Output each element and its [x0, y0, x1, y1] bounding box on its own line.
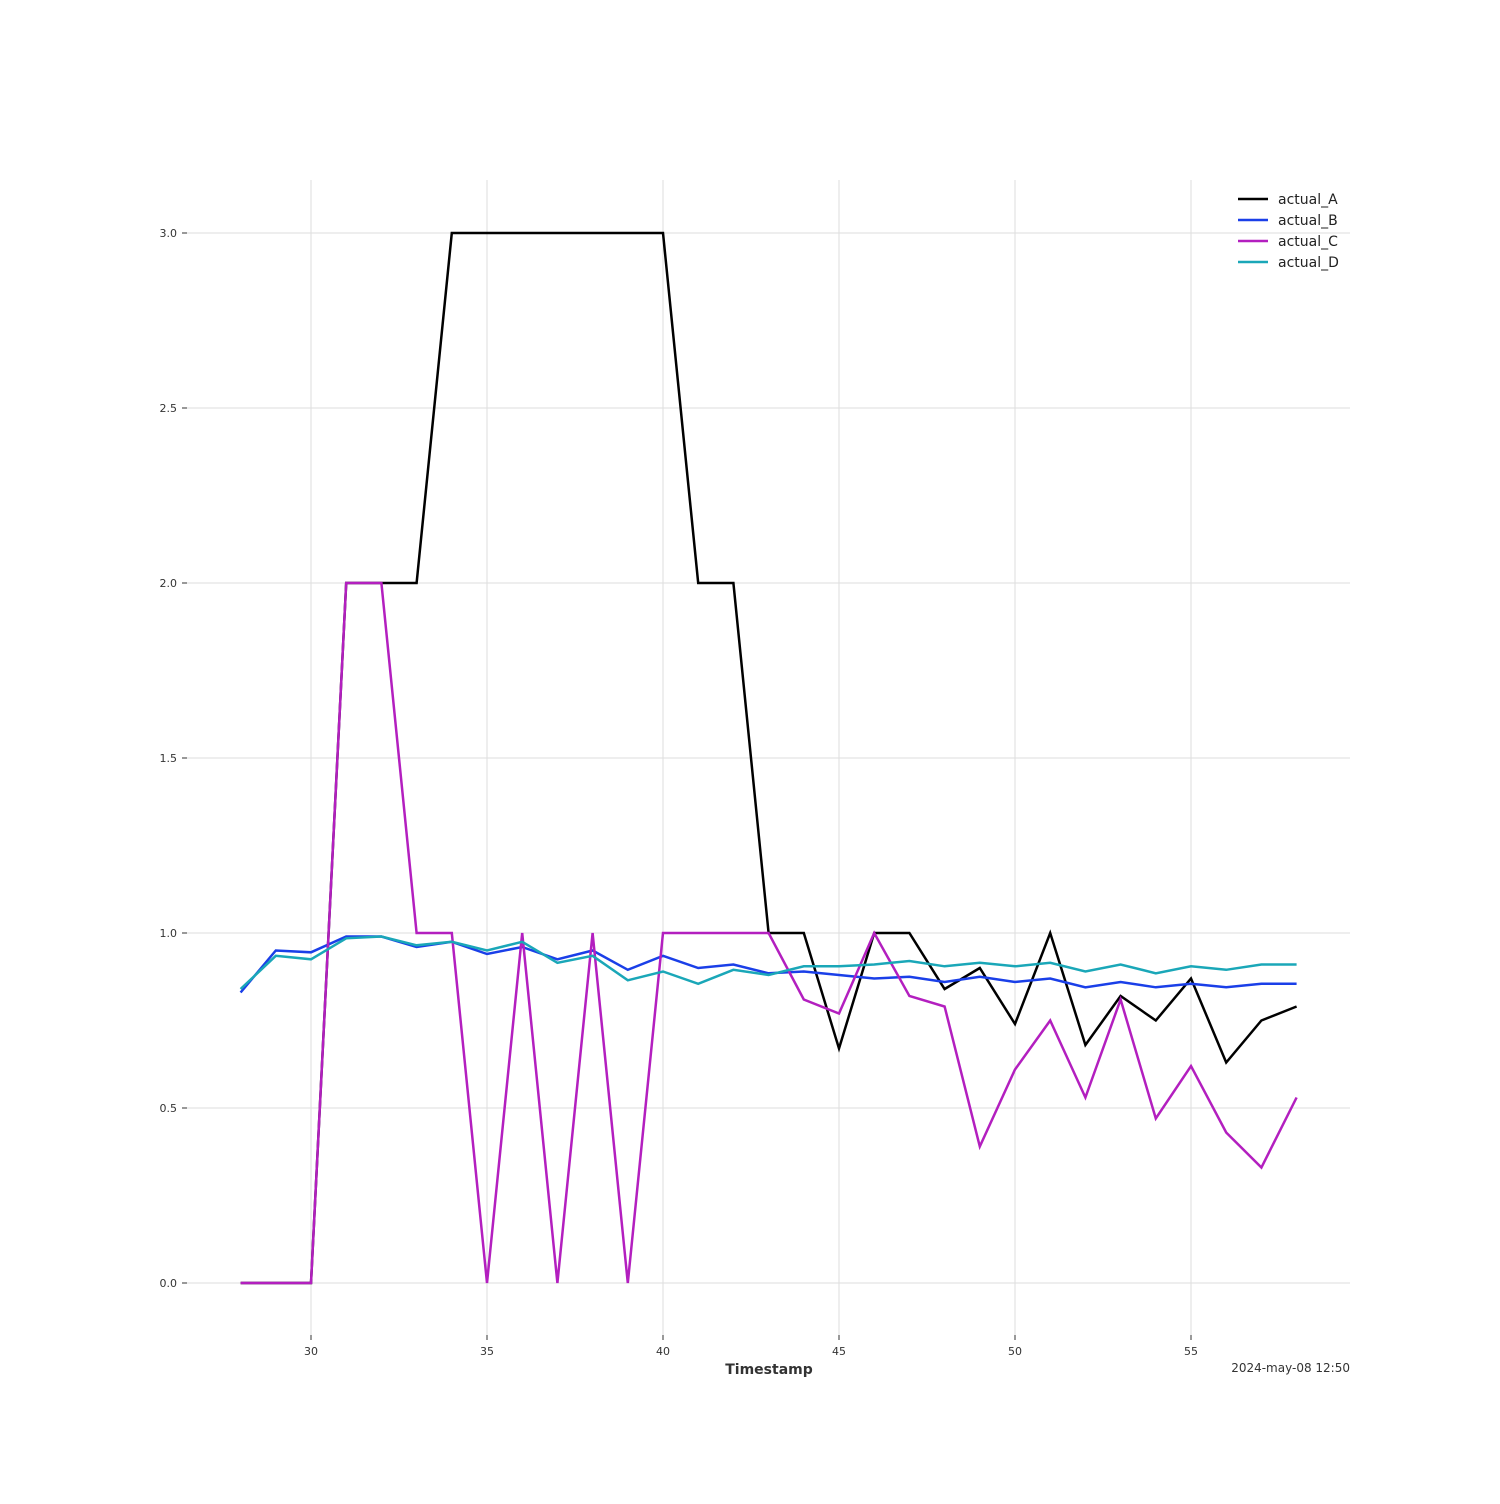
x-axis-ticks: 30 35 40 45 50 55 — [304, 1345, 1198, 1358]
y-tick-label: 1.0 — [160, 927, 178, 940]
legend-label-actual-a: actual_A — [1278, 192, 1338, 208]
x-tick-label: 30 — [304, 1345, 318, 1358]
legend-label-actual-b: actual_B — [1278, 213, 1338, 229]
y-tick-label: 2.5 — [160, 402, 178, 415]
legend: actual_A actual_B actual_C actual_D — [1238, 192, 1339, 271]
series-layer — [239, 231, 1298, 1285]
y-tick-label: 2.0 — [160, 577, 178, 590]
legend-label-actual-d: actual_D — [1278, 255, 1339, 271]
y-tick-label: 0.5 — [160, 1102, 178, 1115]
x-tick-label: 40 — [656, 1345, 670, 1358]
x-axis-label: Timestamp — [725, 1362, 813, 1378]
x-tick-label: 35 — [480, 1345, 494, 1358]
series-line-actual-c — [240, 581, 1298, 1285]
y-axis-ticks: 0.0 0.5 1.0 1.5 2.0 2.5 3.0 — [160, 227, 178, 1290]
x-tick-label: 45 — [832, 1345, 846, 1358]
y-tick-label: 1.5 — [160, 752, 178, 765]
grid-layer — [182, 180, 1350, 1340]
series-line-actual-b — [239, 935, 1297, 994]
legend-label-actual-c: actual_C — [1278, 234, 1338, 250]
y-tick-label: 0.0 — [160, 1277, 178, 1290]
y-tick-label: 3.0 — [160, 227, 178, 240]
x-tick-label: 55 — [1184, 1345, 1198, 1358]
series-line-actual-d — [239, 935, 1297, 990]
x-tick-label: 50 — [1008, 1345, 1022, 1358]
footer-timestamp: 2024-may-08 12:50 — [1231, 1361, 1350, 1375]
